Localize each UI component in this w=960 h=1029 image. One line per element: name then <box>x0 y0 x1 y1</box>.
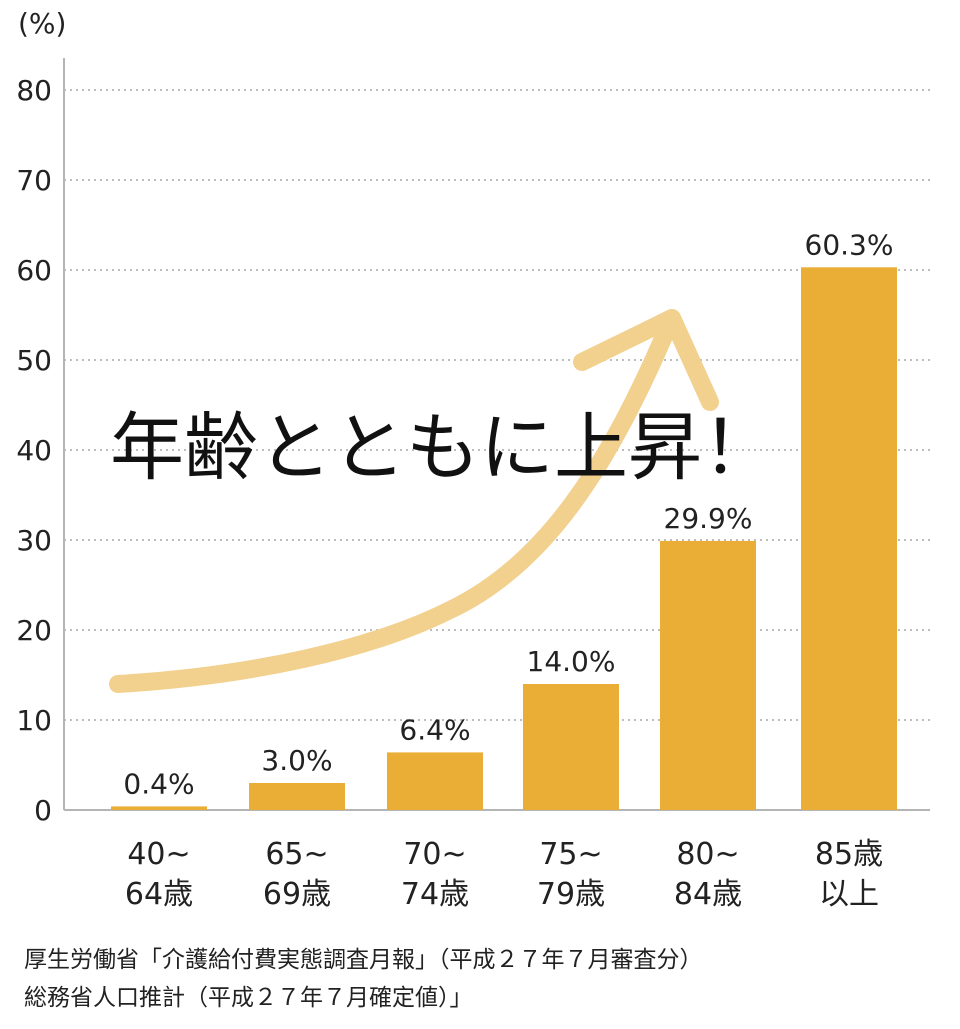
source-line-1: 厚生労働省「介護給付費実態調査月報」（平成２７年７月審査分） <box>24 947 703 973</box>
category-label: 75~ <box>539 837 602 872</box>
trend-arrow <box>109 313 679 693</box>
category-label: 以上 <box>819 877 879 912</box>
y-tick-label: 0 <box>34 794 52 827</box>
data-label: 29.9% <box>664 502 753 535</box>
data-label: 14.0% <box>527 645 616 678</box>
bar <box>249 783 345 810</box>
data-label: 0.4% <box>123 767 194 800</box>
bar <box>111 806 207 810</box>
data-labels: 0.4% 3.0% 6.4% 14.0% 29.9% 60.3% <box>123 228 893 800</box>
y-tick-label: 20 <box>16 614 52 647</box>
category-label: 80~ <box>676 837 739 872</box>
trend-arrow-head <box>573 309 719 411</box>
category-label: 74歳 <box>401 877 469 912</box>
y-axis-unit: (%) <box>18 7 66 40</box>
category-label: 85歳 <box>815 837 883 872</box>
y-tick-labels: 0 10 20 30 40 50 60 70 80 <box>16 74 52 827</box>
bar <box>523 684 619 810</box>
category-label: 65~ <box>265 837 328 872</box>
y-tick-label: 50 <box>16 344 52 377</box>
category-label: 64歳 <box>125 877 193 912</box>
axes <box>63 58 930 811</box>
bar <box>801 267 897 810</box>
y-tick-label: 70 <box>16 164 52 197</box>
bar <box>660 540 756 810</box>
y-tick-label: 40 <box>16 434 52 467</box>
data-label: 6.4% <box>399 713 470 746</box>
annotation-text: 年齢とともに上昇！ <box>110 405 776 491</box>
category-label: 84歳 <box>674 877 742 912</box>
data-label: 60.3% <box>805 228 894 261</box>
gridlines <box>64 89 930 721</box>
category-label: 69歳 <box>263 877 331 912</box>
category-label: 40~ <box>127 837 190 872</box>
y-tick-label: 80 <box>16 74 52 107</box>
category-label: 79歳 <box>537 877 605 912</box>
source-line-2: 総務省人口推計（平成２７年７月確定値）」 <box>24 985 473 1011</box>
category-label: 70~ <box>403 837 466 872</box>
bar <box>387 752 483 810</box>
bars <box>111 267 897 810</box>
data-label: 3.0% <box>261 744 332 777</box>
y-tick-label: 30 <box>16 524 52 557</box>
y-tick-label: 60 <box>16 254 52 287</box>
y-tick-label: 10 <box>16 704 52 737</box>
